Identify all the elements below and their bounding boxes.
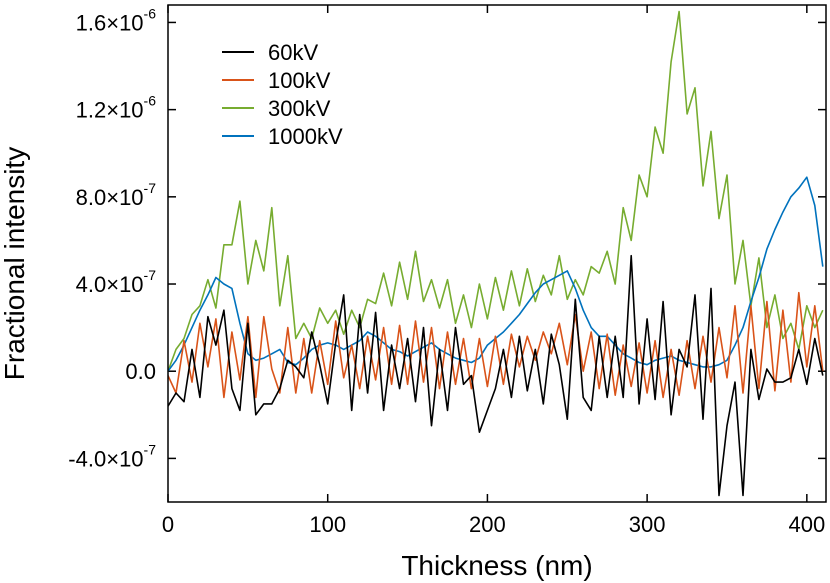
legend-label-300kv: 300kV: [268, 96, 331, 121]
plot-frame: [167, 4, 827, 503]
axes-layer: 0 100 200 300 400-4.0×10-70.04.0×10-78.0×10-…: [68, 5, 826, 537]
legend-label-60kv: 60kV: [268, 40, 318, 65]
y-tick-times-ten: ×10: [106, 98, 143, 123]
x-tick-label: 0: [162, 512, 174, 537]
x-tick-label: 200: [469, 512, 506, 537]
series-line-100kv: [168, 291, 824, 399]
y-tick-exponent: -7: [144, 441, 157, 457]
y-tick-mantissa: 1.2: [76, 98, 107, 123]
y-tick-mantissa: 4.0: [76, 272, 107, 297]
series-line-1000kv: [168, 176, 824, 372]
y-tick-exponent: -6: [144, 93, 157, 109]
y-tick-times-ten: ×10: [106, 185, 143, 210]
y-tick-label: 1.2×10-6: [76, 93, 157, 123]
series-line-60kv: [168, 254, 824, 497]
y-tick-exponent: -6: [144, 5, 157, 21]
y-tick-label: 4.0×10-7: [76, 267, 157, 297]
y-tick-mantissa: 8.0: [76, 185, 107, 210]
y-tick-exponent: -7: [144, 180, 157, 196]
y-tick-label: 0.0: [125, 359, 156, 384]
x-axis-title: Thickness (nm): [401, 550, 592, 581]
y-tick-mantissa: 1.6: [76, 10, 107, 35]
x-tick-label: 300: [629, 512, 666, 537]
y-tick-label: -4.0×10-7: [68, 441, 156, 471]
y-tick-label: 1.6×10-6: [76, 5, 157, 35]
series-line-300kv: [168, 10, 824, 372]
y-tick-label: 8.0×10-7: [76, 180, 157, 210]
y-tick-times-ten: ×10: [106, 446, 143, 471]
legend: 60kV 100kV 300kV 1000kV: [222, 40, 343, 149]
y-tick-mantissa: -4.0: [68, 446, 106, 471]
y-tick-times-ten: ×10: [106, 10, 143, 35]
legend-label-1000kv: 1000kV: [268, 124, 343, 149]
y-tick-mantissa: 0.0: [125, 359, 156, 384]
y-tick-exponent: -7: [144, 267, 157, 283]
x-tick-label: 100: [309, 512, 346, 537]
series-layer: [168, 10, 824, 497]
y-axis-title: Fractional intensity: [0, 147, 30, 380]
legend-label-100kv: 100kV: [268, 68, 331, 93]
x-tick-label: 400: [788, 512, 825, 537]
y-tick-times-ten: ×10: [106, 272, 143, 297]
